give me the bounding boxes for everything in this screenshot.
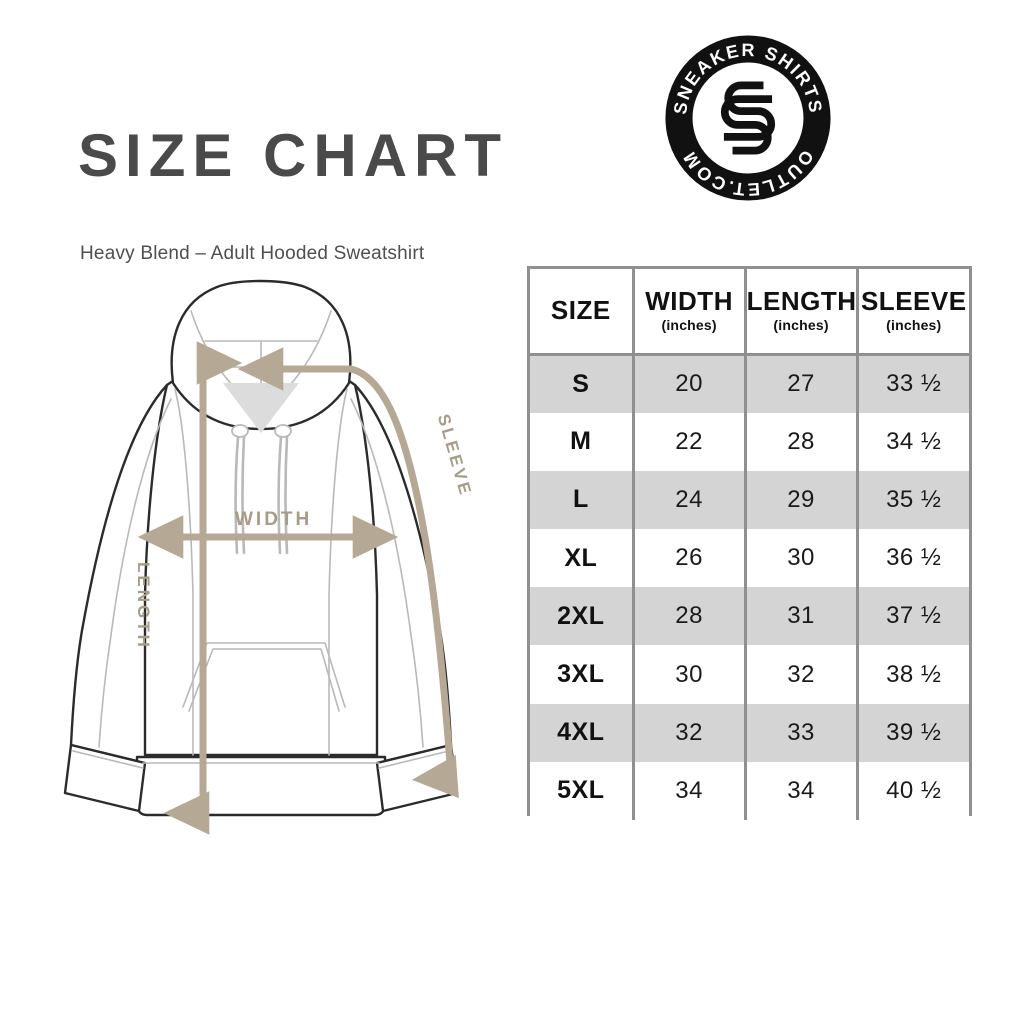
sleeve-arrow: [237, 347, 459, 799]
table-row: S 20 27 33 ½: [530, 354, 969, 413]
column-header-sleeve: SLEEVE (inches): [855, 269, 969, 356]
cell-width: 34: [631, 761, 746, 820]
measurement-arrows: [137, 341, 459, 835]
table-header-row: SIZE WIDTH (inches) LENGTH (inches) SLEE…: [530, 269, 969, 356]
brand-logo: SNEAKER SHIRTS OUTLET.COM: [662, 32, 834, 204]
width-label: WIDTH: [235, 509, 313, 530]
column-header-width-unit: (inches): [661, 316, 717, 333]
page-subtitle: Heavy Blend – Adult Hooded Sweatshirt: [80, 243, 425, 264]
cell-length: 28: [743, 412, 858, 471]
cell-width: 26: [631, 529, 746, 588]
cell-length: 33: [743, 703, 858, 762]
cell-length: 32: [743, 645, 858, 704]
cell-length: 30: [743, 529, 858, 588]
cell-length: 34: [743, 761, 858, 820]
cell-width: 22: [631, 412, 746, 471]
cell-sleeve: 34 ½: [855, 412, 969, 471]
cell-sleeve: 35 ½: [855, 470, 969, 530]
cell-size: S: [530, 354, 634, 413]
table-row: 2XL 28 31 37 ½: [530, 587, 969, 646]
column-header-length: LENGTH (inches): [743, 269, 858, 356]
cell-width: 30: [631, 645, 746, 704]
cell-sleeve: 36 ½: [855, 529, 969, 588]
cell-size: 2XL: [530, 587, 634, 646]
column-header-width-main: WIDTH: [645, 286, 733, 317]
cell-sleeve: 38 ½: [855, 645, 969, 704]
logo-inner-ring: [689, 59, 807, 177]
table-row: XL 26 30 36 ½: [530, 529, 969, 588]
cell-width: 32: [631, 703, 746, 762]
column-header-length-unit: (inches): [773, 316, 829, 333]
hoodie-illustration: [55, 265, 525, 835]
cell-length: 27: [743, 354, 858, 413]
cell-length: 29: [743, 470, 858, 530]
cell-width: 24: [631, 470, 746, 530]
logo-monogram-ss: [720, 81, 776, 155]
cell-sleeve: 33 ½: [855, 354, 969, 413]
cell-length: 31: [743, 587, 858, 646]
table-row: M 22 28 34 ½: [530, 412, 969, 471]
waistband: [135, 755, 387, 817]
cell-size: M: [530, 412, 634, 471]
cell-sleeve: 37 ½: [855, 587, 969, 646]
cell-size: XL: [530, 529, 634, 588]
cell-size: 3XL: [530, 645, 634, 704]
cell-width: 28: [631, 587, 746, 646]
column-header-length-main: LENGTH: [746, 286, 857, 317]
left-cuff: [63, 743, 147, 813]
column-header-width: WIDTH (inches): [631, 269, 746, 356]
page-title: SIZE CHART: [78, 122, 508, 189]
column-header-size-main: SIZE: [550, 295, 611, 326]
cell-size: L: [530, 470, 634, 530]
column-header-sleeve-main: SLEEVE: [860, 286, 967, 317]
column-header-sleeve-unit: (inches): [886, 316, 942, 333]
cell-size: 4XL: [530, 703, 634, 762]
cell-size: 5XL: [530, 761, 634, 820]
table-row: 5XL 34 34 40 ½: [530, 761, 969, 820]
column-header-size: SIZE: [530, 269, 634, 356]
logo-inner-disc: [691, 61, 805, 175]
cell-sleeve: 40 ½: [855, 761, 969, 820]
table-row: 4XL 32 33 39 ½: [530, 703, 969, 762]
length-label: LENGTH: [134, 562, 153, 650]
size-table: SIZE WIDTH (inches) LENGTH (inches) SLEE…: [527, 266, 972, 820]
table-row: L 24 29 35 ½: [530, 470, 969, 530]
table-row: 3XL 30 32 38 ½: [530, 645, 969, 704]
cell-sleeve: 39 ½: [855, 703, 969, 762]
cell-width: 20: [631, 354, 746, 413]
